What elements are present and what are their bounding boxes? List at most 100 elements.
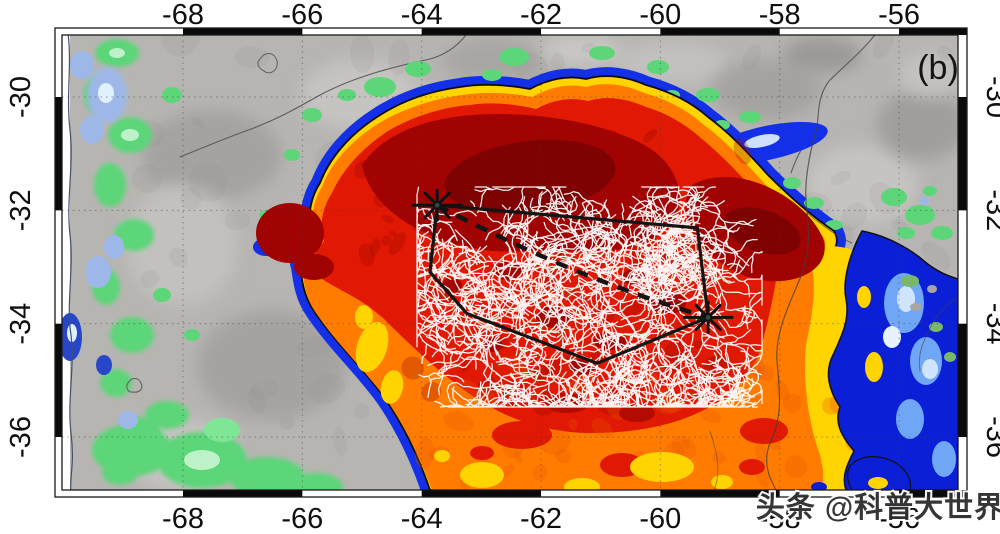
asterisk-arm	[423, 203, 439, 219]
speckle	[784, 455, 808, 479]
speckle	[643, 129, 658, 143]
asterisk-arm	[435, 203, 451, 219]
speckle	[234, 46, 270, 69]
map-layer-blob-63	[589, 46, 615, 60]
map-layer-blob-24	[100, 369, 132, 397]
map-layer-blob-135	[905, 205, 935, 225]
map-layer-path-117	[846, 456, 912, 490]
speckle	[682, 438, 691, 449]
map-layer-blob-13	[782, 37, 862, 73]
lat-tick-label-left: -32	[5, 189, 37, 231]
map-layer-blob-126	[901, 275, 919, 287]
lon-tick-label-bottom: -58	[759, 503, 801, 534]
asterisk-arm	[435, 191, 451, 207]
map-layer-blob-105	[442, 278, 462, 292]
map-layer-blob-129	[910, 303, 922, 311]
map-layer-path-141	[806, 212, 853, 244]
map-layer-blob-73	[804, 197, 824, 209]
map-layer-blob-115	[355, 305, 373, 329]
lon-tick-label-bottom: -56	[878, 503, 920, 534]
map-layer-blob-35	[204, 418, 240, 442]
map-layer-blob-43	[118, 411, 138, 429]
frame-tick-bottom	[660, 490, 780, 497]
map-layer-path-0	[62, 35, 70, 490]
speckle	[443, 411, 475, 432]
map-layer-blob-137	[897, 227, 915, 239]
speckle	[388, 38, 410, 76]
speckle	[623, 293, 646, 317]
asterisk-center	[434, 202, 440, 208]
speckle	[131, 164, 163, 193]
lon-tick-label-bottom: -60	[639, 503, 681, 534]
map-layer-blob-76	[338, 89, 356, 101]
frame-tick-left	[55, 323, 62, 438]
asterisk-arm	[706, 315, 722, 331]
map-layer-blob-15	[900, 53, 958, 97]
map-layer-blob-131	[865, 352, 883, 382]
map-layer-blob-34	[145, 401, 189, 429]
lon-tick-label-top: -68	[162, 0, 204, 31]
speckle	[295, 336, 334, 358]
speckle	[513, 451, 523, 463]
speckle	[532, 464, 548, 481]
watermark-text: 头条 @科普大世界	[756, 491, 1000, 524]
map-layer-blob-65	[696, 88, 720, 102]
speckle	[333, 426, 348, 457]
speckle	[711, 451, 727, 464]
speckle	[224, 210, 250, 231]
map-layer-blob-38	[184, 450, 220, 470]
frame-tick-right	[958, 97, 967, 211]
map-layer-blob-95	[723, 207, 801, 255]
map-layer-blob-8	[877, 90, 958, 160]
map-layer-path-49	[67, 35, 74, 490]
analysis-polygon	[428, 203, 710, 365]
map-layer-blob-97	[294, 254, 334, 280]
speckle	[250, 379, 279, 400]
graticule	[62, 35, 958, 490]
speckle	[460, 359, 470, 373]
speckle	[447, 379, 480, 401]
speckle	[188, 162, 228, 202]
flash-centroid-marker	[411, 188, 463, 222]
map-layer-blob-114	[711, 475, 733, 489]
lon-tick-label-top: -64	[401, 0, 443, 31]
asterisk-arm	[423, 191, 439, 207]
map-layer-blob-29	[184, 329, 200, 341]
speckle	[742, 44, 762, 71]
frame-tick-top	[899, 28, 967, 35]
map-layer-blob-125	[883, 326, 901, 348]
map-layer-path-143	[709, 430, 719, 490]
map-layer-blob-36	[109, 48, 125, 58]
speckle	[568, 418, 578, 431]
lat-tick-label-right: -32	[980, 189, 1000, 231]
lon-tick-label-top: -66	[281, 0, 323, 31]
map-layer-blob-110	[460, 462, 504, 488]
map-layer-blob-138	[923, 186, 937, 196]
frame-tick-bottom	[421, 490, 542, 497]
speckle	[872, 35, 895, 60]
speckle	[733, 138, 751, 165]
speckle	[693, 340, 703, 350]
map-layer-blob-107	[619, 404, 655, 422]
map-layer-blob-127	[929, 322, 943, 332]
map-layer-path-142	[918, 296, 958, 372]
map-layer-blob-5	[617, 43, 727, 83]
speckle	[307, 374, 346, 404]
map-layer-blob-61	[499, 48, 529, 66]
asterisk-arm	[694, 303, 710, 319]
speckle	[555, 448, 572, 464]
map-layer-blob-6	[712, 60, 822, 120]
frame-tick-top	[421, 28, 542, 35]
lat-tick-label-right: -36	[980, 416, 1000, 458]
map-layer-blob-132	[857, 286, 871, 308]
map-layer-blob-134	[881, 188, 907, 206]
speckle	[388, 232, 406, 256]
map-layer-blob-40	[80, 116, 104, 144]
speckle	[381, 214, 395, 223]
speckle	[756, 365, 775, 382]
speckle	[247, 386, 266, 414]
map-layer-blob-72	[783, 177, 801, 189]
asterisk-center	[705, 315, 711, 320]
map-layer-blob-68	[482, 69, 502, 81]
